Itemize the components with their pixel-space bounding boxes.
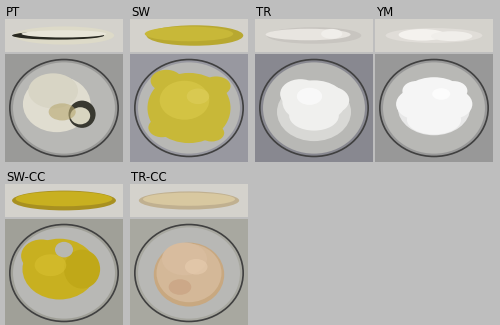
Ellipse shape — [64, 250, 100, 289]
Ellipse shape — [16, 191, 112, 206]
Ellipse shape — [297, 88, 322, 105]
Ellipse shape — [282, 80, 346, 123]
Ellipse shape — [260, 59, 368, 156]
Ellipse shape — [13, 227, 115, 318]
Ellipse shape — [138, 62, 240, 154]
Text: SW: SW — [131, 6, 150, 19]
Ellipse shape — [280, 79, 321, 109]
Ellipse shape — [135, 59, 243, 156]
Ellipse shape — [432, 88, 450, 100]
Ellipse shape — [266, 29, 350, 40]
Ellipse shape — [70, 107, 90, 124]
Ellipse shape — [432, 89, 472, 119]
Ellipse shape — [150, 70, 182, 92]
Bar — [5, 184, 123, 217]
Ellipse shape — [398, 81, 470, 135]
Ellipse shape — [289, 101, 339, 131]
Ellipse shape — [139, 191, 239, 210]
Text: TR: TR — [256, 6, 272, 19]
Ellipse shape — [145, 26, 233, 41]
Bar — [130, 54, 248, 162]
Ellipse shape — [22, 239, 97, 300]
Bar — [5, 219, 123, 325]
Ellipse shape — [146, 25, 244, 46]
Ellipse shape — [185, 259, 208, 275]
Ellipse shape — [154, 242, 224, 306]
Ellipse shape — [148, 73, 230, 143]
Bar — [375, 54, 493, 162]
Ellipse shape — [398, 29, 446, 41]
Ellipse shape — [14, 26, 114, 45]
Bar — [255, 19, 373, 52]
Bar — [130, 19, 248, 52]
Ellipse shape — [28, 73, 78, 109]
Ellipse shape — [138, 227, 240, 318]
Ellipse shape — [267, 27, 361, 44]
Ellipse shape — [431, 31, 472, 41]
Ellipse shape — [148, 118, 176, 137]
Text: YM: YM — [376, 6, 393, 19]
Ellipse shape — [13, 62, 115, 154]
Ellipse shape — [312, 86, 349, 114]
Text: TR-CC: TR-CC — [131, 171, 167, 184]
Text: SW-CC: SW-CC — [6, 171, 46, 184]
Ellipse shape — [22, 30, 106, 37]
Ellipse shape — [10, 225, 118, 321]
Ellipse shape — [202, 76, 230, 96]
Bar — [375, 19, 493, 52]
Ellipse shape — [277, 83, 351, 141]
Ellipse shape — [68, 101, 96, 128]
Bar — [5, 19, 123, 52]
Bar — [130, 184, 248, 217]
Ellipse shape — [143, 193, 235, 206]
Ellipse shape — [12, 190, 116, 210]
Ellipse shape — [186, 88, 210, 104]
Ellipse shape — [440, 81, 468, 101]
Bar — [255, 54, 373, 162]
Ellipse shape — [199, 124, 224, 141]
Ellipse shape — [21, 240, 61, 272]
Ellipse shape — [160, 81, 210, 120]
Ellipse shape — [396, 88, 440, 120]
Ellipse shape — [23, 76, 90, 132]
Ellipse shape — [156, 244, 222, 302]
Ellipse shape — [383, 62, 485, 154]
Text: PT: PT — [6, 6, 20, 19]
Ellipse shape — [402, 77, 466, 120]
Ellipse shape — [402, 81, 429, 101]
Ellipse shape — [55, 242, 73, 257]
Ellipse shape — [12, 32, 104, 40]
Ellipse shape — [10, 59, 118, 156]
Ellipse shape — [321, 29, 342, 39]
Ellipse shape — [135, 225, 243, 321]
Ellipse shape — [386, 28, 482, 43]
Ellipse shape — [263, 62, 365, 154]
Ellipse shape — [48, 103, 76, 121]
Ellipse shape — [407, 105, 461, 135]
Ellipse shape — [380, 59, 488, 156]
Bar — [5, 54, 123, 162]
Ellipse shape — [168, 279, 192, 295]
Bar — [130, 219, 248, 325]
Ellipse shape — [162, 242, 207, 275]
Ellipse shape — [34, 254, 66, 276]
